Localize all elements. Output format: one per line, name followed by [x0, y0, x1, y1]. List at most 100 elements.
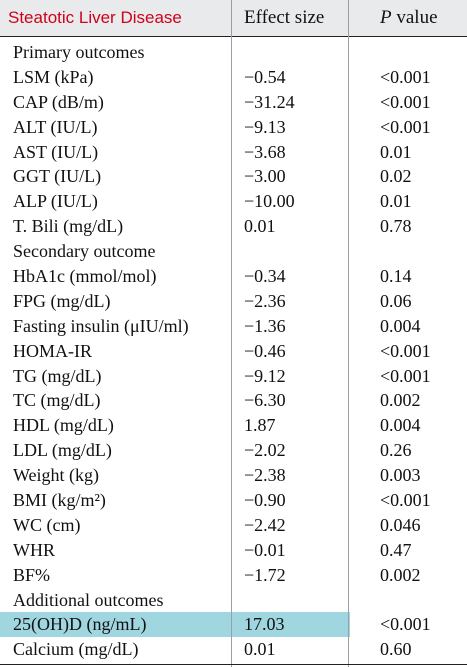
table-row: T. Bili (mg/dL) 0.01 0.78	[0, 214, 467, 239]
row-effect-size: −0.90	[244, 490, 286, 511]
row-p-value: <0.001	[380, 614, 431, 635]
table-row: LSM (kPa) −0.54 <0.001	[0, 65, 467, 90]
row-label: Fasting insulin (μIU/ml)	[13, 315, 189, 336]
row-effect-size: −1.36	[244, 315, 286, 336]
header-title: Steatotic Liver Disease	[8, 8, 182, 27]
table-row: LDL (mg/dL) −2.02 0.26	[0, 438, 467, 463]
row-label: WHR	[13, 539, 55, 560]
row-p-value: 0.06	[380, 290, 412, 311]
row-p-value: 0.60	[380, 639, 412, 660]
table-row: BMI (kg/m²) −0.90 <0.001	[0, 488, 467, 513]
table-row: GGT (IU/L) −3.00 0.02	[0, 164, 467, 189]
row-p-value: 0.01	[380, 141, 412, 162]
table-row: Fasting insulin (μIU/ml) −1.36 0.004	[0, 314, 467, 339]
table-row: FPG (mg/dL) −2.36 0.06	[0, 289, 467, 314]
table-row: TG (mg/dL) −9.12 <0.001	[0, 364, 467, 389]
row-effect-size: −3.68	[244, 141, 286, 162]
header-effect-size: Effect size	[244, 7, 325, 28]
row-label: Weight (kg)	[13, 465, 100, 486]
row-label: AST (IU/L)	[13, 141, 99, 162]
row-p-value: 0.14	[380, 266, 412, 287]
row-p-value: <0.001	[380, 340, 431, 361]
row-effect-size: −0.54	[244, 66, 286, 87]
table-row: Additional outcomes	[0, 588, 467, 613]
row-label: CAP (dB/m)	[13, 91, 104, 112]
table-row: BF% −1.72 0.002	[0, 563, 467, 588]
row-p-value: <0.001	[380, 91, 431, 112]
row-p-value: <0.001	[380, 490, 431, 511]
row-effect-size: 0.01	[244, 639, 276, 660]
table-row: WHR −0.01 0.47	[0, 538, 467, 563]
row-effect-size: 17.03	[244, 614, 285, 635]
table-bottom-rule	[0, 664, 467, 665]
row-label: WC (cm)	[13, 514, 81, 535]
table-row: Calcium (mg/dL) 0.01 0.60	[0, 637, 467, 662]
row-effect-size: −31.24	[244, 91, 295, 112]
table-body: Primary outcomes LSM (kPa) −0.54 <0.001 CAP …	[0, 40, 467, 662]
row-p-value: 0.26	[380, 440, 412, 461]
row-p-value: <0.001	[380, 116, 431, 137]
row-label: ALT (IU/L)	[13, 116, 98, 137]
row-label: FPG (mg/dL)	[13, 290, 111, 311]
row-effect-size: −3.00	[244, 166, 286, 187]
row-label: TG (mg/dL)	[13, 365, 102, 386]
row-effect-size: −9.13	[244, 116, 286, 137]
header-p-italic: P	[380, 7, 392, 28]
row-effect-size: −6.30	[244, 390, 286, 411]
row-label: Additional outcomes	[13, 589, 164, 610]
row-p-value: 0.47	[380, 539, 412, 560]
row-label: BF%	[13, 564, 51, 585]
row-effect-size: −10.00	[244, 191, 295, 212]
table-row: 25(OH)D (ng/mL) 17.03 <0.001	[0, 612, 467, 637]
row-effect-size: −0.01	[244, 539, 286, 560]
row-effect-size: −1.72	[244, 564, 286, 585]
table-row: WC (cm) −2.42 0.046	[0, 513, 467, 538]
row-label: GGT (IU/L)	[13, 166, 102, 187]
table-header: Steatotic Liver Disease Effect size P va…	[0, 0, 467, 37]
row-p-value: 0.004	[380, 415, 421, 436]
table-row: HOMA-IR −0.46 <0.001	[0, 339, 467, 364]
row-label: HDL (mg/dL)	[13, 415, 114, 436]
row-p-value: 0.046	[380, 514, 421, 535]
table-row: Primary outcomes	[0, 40, 467, 65]
table-row: TC (mg/dL) −6.30 0.002	[0, 388, 467, 413]
row-label: LDL (mg/dL)	[13, 440, 112, 461]
row-p-value: <0.001	[380, 365, 431, 386]
header-p-value: P value	[380, 0, 438, 36]
row-label: HbA1c (mmol/mol)	[13, 266, 157, 287]
row-label: Primary outcomes	[13, 42, 145, 62]
row-effect-size: −2.38	[244, 465, 286, 486]
row-effect-size: −2.02	[244, 440, 286, 461]
header-p-rest: value	[391, 7, 438, 28]
row-label: TC (mg/dL)	[13, 390, 101, 411]
table-row: Weight (kg) −2.38 0.003	[0, 463, 467, 488]
row-effect-size: 0.01	[244, 216, 276, 237]
row-label: T. Bili (mg/dL)	[13, 216, 124, 237]
table-row: ALP (IU/L) −10.00 0.01	[0, 189, 467, 214]
row-label: LSM (kPa)	[13, 66, 94, 87]
row-effect-size: −2.36	[244, 290, 286, 311]
row-label: HOMA-IR	[13, 340, 92, 361]
table-row: AST (IU/L) −3.68 0.01	[0, 140, 467, 165]
row-effect-size: 1.87	[244, 415, 276, 436]
row-effect-size: −9.12	[244, 365, 286, 386]
table-row: HDL (mg/dL) 1.87 0.004	[0, 413, 467, 438]
highlight-band	[0, 612, 350, 637]
table-row: ALT (IU/L) −9.13 <0.001	[0, 115, 467, 140]
row-label: Secondary outcome	[13, 241, 156, 262]
row-p-value: 0.02	[380, 166, 412, 187]
row-p-value: 0.003	[380, 465, 421, 486]
row-effect-size: −2.42	[244, 514, 286, 535]
row-p-value: 0.002	[380, 564, 421, 585]
row-effect-size: −0.34	[244, 266, 286, 287]
row-label: 25(OH)D (ng/mL)	[13, 614, 147, 635]
table-row: CAP (dB/m) −31.24 <0.001	[0, 90, 467, 115]
row-label: ALP (IU/L)	[13, 191, 98, 212]
row-p-value: 0.78	[380, 216, 412, 237]
column-divider	[231, 0, 232, 667]
row-effect-size: −0.46	[244, 340, 286, 361]
row-p-value: 0.01	[380, 191, 412, 212]
table-row: HbA1c (mmol/mol) −0.34 0.14	[0, 264, 467, 289]
row-p-value: <0.001	[380, 66, 431, 87]
